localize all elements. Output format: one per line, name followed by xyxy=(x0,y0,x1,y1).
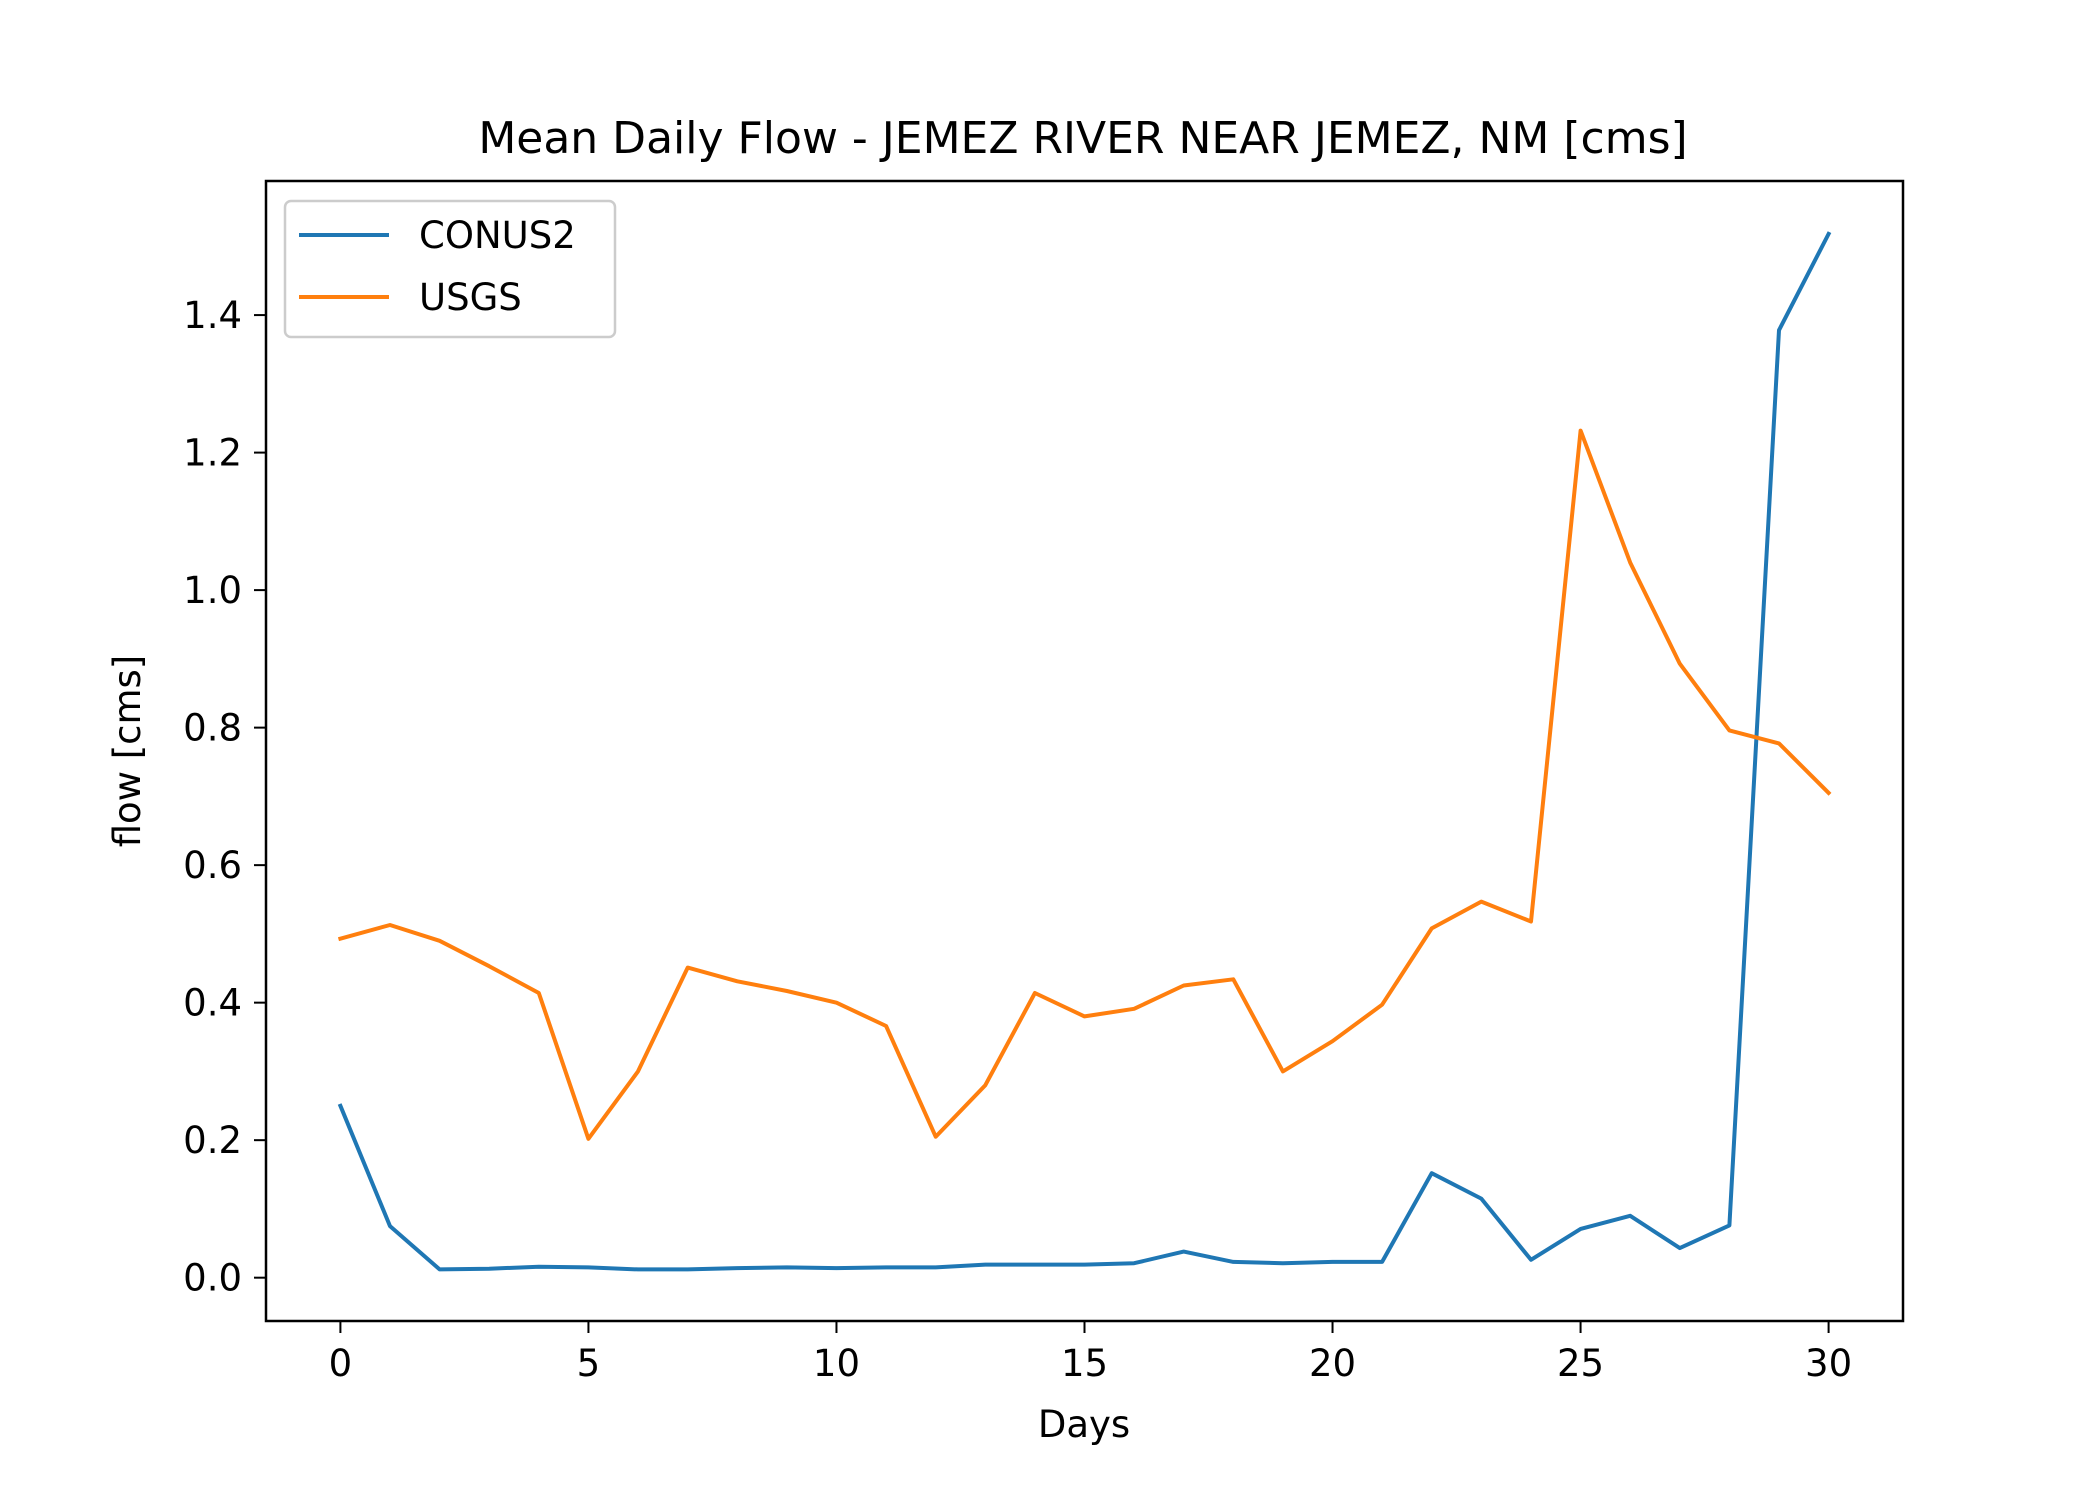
series-layer xyxy=(337,231,1832,1272)
x-tick-label: 5 xyxy=(577,1342,601,1385)
y-tick-label: 0.6 xyxy=(183,844,242,887)
y-tick-label: 1.2 xyxy=(183,432,242,475)
legend-label-conus2: CONUS2 xyxy=(419,214,576,257)
x-tick-label: 30 xyxy=(1805,1342,1852,1385)
x-tick-label: 15 xyxy=(1061,1342,1108,1385)
y-tick-label: 0.8 xyxy=(183,707,242,750)
y-tick-label: 1.0 xyxy=(183,569,242,612)
y-tick-label: 0.0 xyxy=(183,1257,242,1300)
series-line-usgs xyxy=(337,428,1832,1141)
legend: CONUS2 USGS xyxy=(283,199,617,339)
y-tick-label: 1.4 xyxy=(183,294,242,337)
chart-title: Mean Daily Flow - JEMEZ RIVER NEAR JEMEZ… xyxy=(478,113,1687,164)
y-axis-label: flow [cms] xyxy=(106,655,149,848)
x-axis-label: Days xyxy=(1038,1403,1130,1446)
x-tick-label: 0 xyxy=(329,1342,353,1385)
series-line-conus2 xyxy=(337,231,1832,1272)
y-tick-label: 0.2 xyxy=(183,1119,242,1162)
legend-label-usgs: USGS xyxy=(419,276,522,319)
x-axis: 0 5 10 15 20 25 30 xyxy=(329,1321,1852,1385)
x-tick-label: 10 xyxy=(813,1342,860,1385)
y-tick-label: 0.4 xyxy=(183,982,242,1025)
x-tick-label: 25 xyxy=(1557,1342,1604,1385)
y-axis: 0.0 0.2 0.4 0.6 0.8 1.0 1.2 1.4 xyxy=(183,294,266,1300)
x-tick-label: 20 xyxy=(1309,1342,1356,1385)
